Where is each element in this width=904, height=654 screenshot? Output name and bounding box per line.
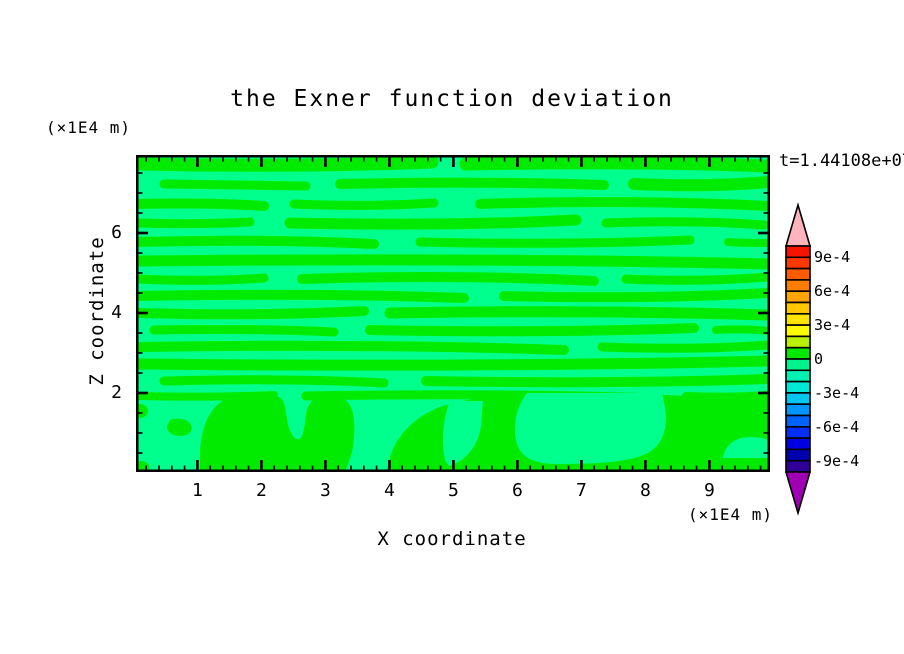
x-tick-label: 9 bbox=[703, 480, 715, 501]
colorbar-segment bbox=[785, 245, 811, 259]
positive-contour-stripe bbox=[136, 217, 255, 229]
positive-contour-stripe bbox=[712, 325, 770, 335]
time-annotation: t=1.44108e+07 bbox=[779, 151, 904, 171]
negative-contour-hole bbox=[514, 393, 666, 464]
positive-contour-stripe bbox=[601, 217, 769, 230]
negative-contour-hole bbox=[723, 437, 770, 458]
z-axis-unit-label: (×1E4 m) bbox=[46, 118, 132, 137]
colorbar-tick-label: 0 bbox=[814, 350, 824, 368]
colorbar-tick-label: -6e-4 bbox=[814, 417, 860, 436]
positive-contour-stripe bbox=[136, 273, 269, 285]
contour-plot-area bbox=[136, 155, 770, 472]
positive-contour-stripe bbox=[365, 323, 699, 337]
x-axis-unit-label: (×1E4 m) bbox=[688, 505, 774, 524]
colorbar-segment bbox=[785, 324, 811, 338]
colorbar-under-arrow bbox=[784, 471, 812, 516]
positive-contour-stripe bbox=[136, 235, 379, 249]
x-tick-label: 8 bbox=[639, 480, 651, 501]
positive-contour-stripe bbox=[421, 374, 770, 388]
colorbar-segment bbox=[785, 358, 811, 372]
plot-frame bbox=[136, 155, 770, 472]
colorbar-tick-label: 3e-4 bbox=[814, 316, 851, 335]
positive-contour-stripe bbox=[335, 177, 609, 190]
colorbar-segment bbox=[785, 256, 811, 270]
positive-contour-stripe bbox=[136, 254, 770, 270]
colorbar bbox=[784, 202, 812, 516]
colorbar-segment bbox=[785, 426, 811, 439]
colorbar-segment bbox=[785, 313, 811, 326]
colorbar-segment bbox=[785, 290, 811, 304]
positive-contour-stripe bbox=[597, 340, 770, 353]
x-tick-label: 4 bbox=[383, 480, 395, 501]
colorbar-segment bbox=[785, 335, 811, 349]
colorbar-segment bbox=[785, 267, 811, 281]
z-tick-label: 4 bbox=[111, 302, 122, 323]
positive-contour-stripe bbox=[297, 271, 599, 286]
positive-contour-stripe bbox=[136, 198, 269, 211]
positive-contour-stripe bbox=[136, 289, 469, 303]
colorbar-segment bbox=[785, 301, 811, 315]
colorbar-segment bbox=[785, 459, 811, 473]
x-tick-label: 6 bbox=[511, 480, 523, 501]
positive-contour-stripe bbox=[415, 235, 695, 248]
colorbar-segment bbox=[785, 369, 811, 383]
x-tick-label: 7 bbox=[575, 480, 587, 501]
positive-contour-stripe bbox=[384, 306, 770, 321]
colorbar-segment bbox=[785, 279, 811, 293]
colorbar-segment bbox=[785, 392, 811, 405]
positive-contour-stripe bbox=[628, 176, 770, 192]
x-tick-label: 2 bbox=[255, 480, 267, 501]
x-tick-label: 3 bbox=[319, 480, 331, 501]
positive-contour-stripe bbox=[136, 340, 569, 355]
positive-contour-blob bbox=[200, 392, 355, 472]
colorbar-tick-label: -9e-4 bbox=[814, 451, 860, 470]
positive-contour-stripe bbox=[724, 238, 770, 247]
positive-contour-stripe bbox=[136, 306, 369, 320]
colorbar-segment bbox=[785, 448, 811, 462]
x-tick-label: 5 bbox=[447, 480, 459, 501]
positive-contour-stripe bbox=[159, 375, 389, 388]
colorbar-segment bbox=[785, 380, 811, 394]
positive-contour-stripe bbox=[284, 214, 582, 230]
colorbar-tick-label: 6e-4 bbox=[814, 282, 851, 301]
positive-contour-blob bbox=[166, 418, 192, 436]
positive-contour-stripe bbox=[475, 196, 770, 211]
positive-contour-stripe bbox=[149, 324, 339, 337]
colorbar-tick-label: 9e-4 bbox=[814, 248, 851, 267]
positive-contour-stripe bbox=[289, 198, 439, 210]
positive-contour-stripe bbox=[136, 155, 439, 172]
colorbar-segment bbox=[785, 403, 811, 417]
colorbar-segment bbox=[785, 414, 811, 428]
x-tick-label: 1 bbox=[191, 480, 203, 501]
chart-title: the Exner function deviation bbox=[230, 86, 674, 112]
positive-contour-stripe bbox=[621, 272, 770, 285]
positive-contour-stripe bbox=[459, 156, 770, 173]
colorbar-over-arrow bbox=[784, 202, 812, 247]
colorbar-tick-label: -3e-4 bbox=[814, 383, 860, 402]
positive-contour-stripe bbox=[499, 288, 770, 303]
negative-contour-hole bbox=[442, 401, 483, 466]
positive-contour-blob bbox=[136, 403, 148, 419]
colorbar-segment bbox=[785, 346, 811, 360]
x-axis-title: X coordinate bbox=[377, 528, 527, 550]
z-tick-label: 2 bbox=[111, 382, 122, 403]
colorbar-segment bbox=[785, 437, 811, 451]
z-tick-label: 6 bbox=[111, 222, 122, 243]
positive-contour-stripe bbox=[136, 355, 770, 371]
positive-contour-stripe bbox=[159, 179, 311, 191]
